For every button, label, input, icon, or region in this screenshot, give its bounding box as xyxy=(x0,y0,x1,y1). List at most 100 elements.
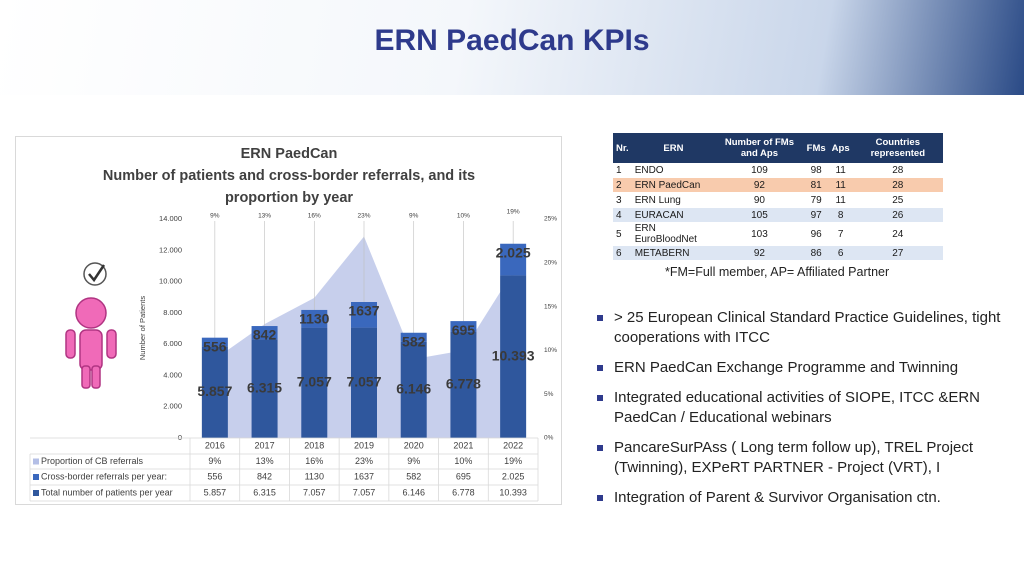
y2-tick-label: 15% xyxy=(544,303,557,310)
chart-title: ERN PaedCan xyxy=(241,146,338,162)
table-cell: 28 xyxy=(852,163,943,178)
table-cell: 3 xyxy=(613,192,632,208)
table-row: 3 ERN Lung 90 79 11 25 xyxy=(613,192,943,208)
data-label: 6.315 xyxy=(247,379,282,395)
table-row: 1 ENDO 109 98 11 28 xyxy=(613,163,943,178)
legend-entry: Proportion of CB referrals xyxy=(41,456,144,466)
data-label: 842 xyxy=(253,327,277,343)
chart-title: proportion by year xyxy=(225,190,353,206)
y-tick-label: 8.000 xyxy=(163,308,182,317)
table-cell: 25 xyxy=(852,192,943,208)
header-cell: ERN xyxy=(631,133,716,163)
header-band xyxy=(0,0,1024,95)
table-cell: 24 xyxy=(852,222,943,246)
table-cell: ERN EuroBloodNet xyxy=(631,222,716,246)
y-tick-label: 12.000 xyxy=(159,245,182,254)
data-label: 10.393 xyxy=(492,347,535,363)
header-cell: Number of FMs and Aps xyxy=(715,133,804,163)
table-cell: 2.025 xyxy=(502,471,525,481)
header-cell: Nr. xyxy=(613,133,632,163)
data-label: 6.778 xyxy=(446,376,481,392)
x-tick-label: 2022 xyxy=(503,440,523,450)
bar xyxy=(301,309,328,328)
table-cell: EURACAN xyxy=(631,207,716,223)
table-cell: ENDO xyxy=(631,163,716,178)
bar xyxy=(400,341,427,438)
y-tick-label: 4.000 xyxy=(163,370,182,379)
table-cell: 11 xyxy=(828,192,853,208)
table-cell: 582 xyxy=(406,471,421,481)
table-cell: 7.057 xyxy=(303,487,326,497)
table-cell: METABERN xyxy=(631,245,716,261)
data-label: 7.057 xyxy=(346,374,381,390)
table-cell: ERN Lung xyxy=(631,192,716,208)
data-label: 6.146 xyxy=(396,381,431,397)
table-cell: 5.857 xyxy=(204,487,227,497)
data-label: 23% xyxy=(357,213,370,220)
table-cell: 6 xyxy=(828,245,853,261)
table-cell: 103 xyxy=(715,222,804,246)
y2-tick-label: 5% xyxy=(544,391,554,398)
table-cell: 7 xyxy=(828,222,853,246)
x-tick-label: 2018 xyxy=(304,440,324,450)
table-cell: 2 xyxy=(613,177,632,193)
ern-table: Nr. ERN Number of FMs and Aps FMs Aps Countri… xyxy=(613,133,943,261)
bullet-list: > 25 European Clinical Standard Practice… xyxy=(596,308,1011,518)
data-label: 556 xyxy=(203,338,227,354)
bullet-item: Integrated educational activities of SIO… xyxy=(596,388,1011,428)
table-cell: 7.057 xyxy=(353,487,376,497)
chart: ERN PaedCan Number of patients and cross-… xyxy=(29,146,557,502)
table-cell: 27 xyxy=(852,245,943,261)
y2-tick-label: 25% xyxy=(544,216,557,223)
table-cell: 28 xyxy=(852,177,943,193)
table-cell: 98 xyxy=(803,163,829,178)
table-cell: 105 xyxy=(715,207,804,223)
bullet-item: ERN PaedCan Exchange Programme and Twinn… xyxy=(596,358,1011,378)
table-cell: 6.146 xyxy=(402,487,425,497)
table-cell: 90 xyxy=(715,192,804,208)
table-row: 4 EURACAN 105 97 8 26 xyxy=(613,207,943,223)
slide-title: ERN PaedCan KPIs xyxy=(374,24,650,57)
y-tick-label: 0 xyxy=(178,433,182,442)
data-label: 695 xyxy=(452,322,476,338)
table-cell: 13% xyxy=(256,456,274,466)
table-cell: 5 xyxy=(613,222,632,246)
y2-tick-label: 0% xyxy=(544,435,554,442)
bar xyxy=(500,275,527,438)
table-cell: 16% xyxy=(305,456,323,466)
table-cell: 842 xyxy=(257,471,272,481)
table-cell: 109 xyxy=(715,163,804,178)
x-tick-label: 2020 xyxy=(404,440,424,450)
table-cell: 97 xyxy=(803,207,829,223)
table-cell: 23% xyxy=(355,456,373,466)
bar xyxy=(351,327,377,438)
data-label: 16% xyxy=(308,213,321,220)
bar xyxy=(251,339,278,438)
bar xyxy=(301,327,328,438)
table-cell: 1130 xyxy=(305,471,324,481)
data-label: 1637 xyxy=(348,303,379,319)
header-cell: Aps xyxy=(828,133,853,163)
data-label: 19% xyxy=(507,209,520,216)
chart-title: Number of patients and cross-border refe… xyxy=(103,168,475,184)
bar xyxy=(351,302,377,328)
y-axis-label: Number of Patients xyxy=(138,296,147,360)
bar xyxy=(400,332,427,342)
bar xyxy=(500,243,527,276)
data-label: 10% xyxy=(457,213,470,220)
data-label: 9% xyxy=(210,213,220,220)
table-cell: 6.778 xyxy=(452,487,475,497)
bar xyxy=(251,326,278,340)
y-tick-label: 2.000 xyxy=(163,402,182,411)
table-cell: 79 xyxy=(803,192,829,208)
bar xyxy=(450,321,477,332)
table-cell: 19% xyxy=(504,456,522,466)
x-tick-label: 2016 xyxy=(205,440,225,450)
footnote: *FM=Full member, AP= Affiliated Partner xyxy=(665,265,890,279)
legend-entry: Cross-border referrals per year: xyxy=(41,471,167,481)
chart-box xyxy=(15,136,562,505)
table-cell: 81 xyxy=(803,177,829,193)
table-cell: 92 xyxy=(715,177,804,193)
header-cell: Countries represented xyxy=(852,133,943,163)
